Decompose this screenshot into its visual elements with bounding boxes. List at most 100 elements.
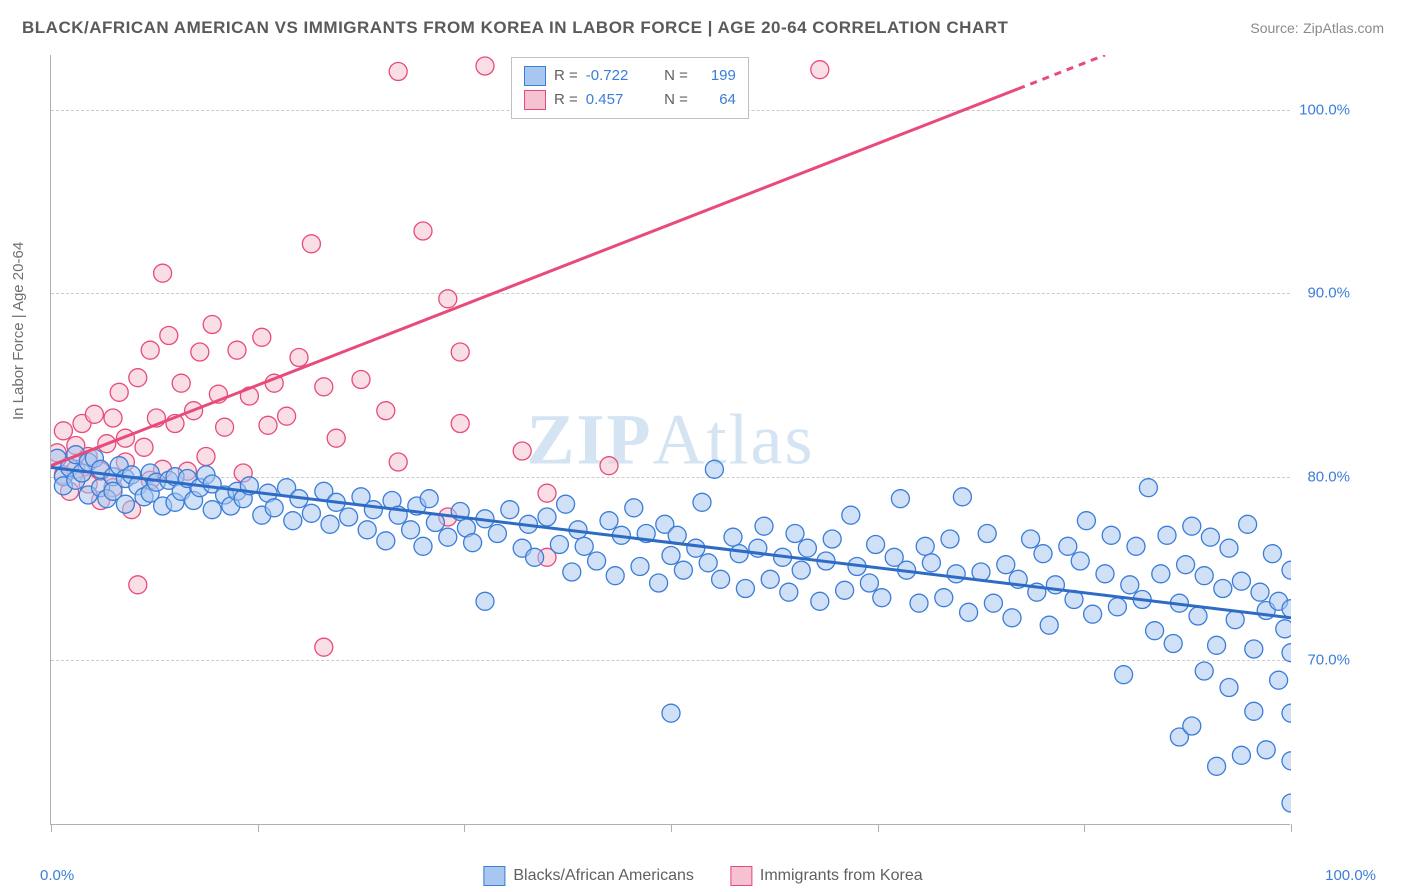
blue-point [842, 506, 860, 524]
blue-point [1245, 702, 1263, 720]
pink-point [439, 290, 457, 308]
blue-point [1195, 662, 1213, 680]
legend-label-blue: Blacks/African Americans [513, 867, 694, 885]
blue-point [1115, 666, 1133, 684]
blue-point [650, 574, 668, 592]
legend-label-pink: Immigrants from Korea [760, 867, 923, 885]
blue-point [891, 490, 909, 508]
blue-point [705, 460, 723, 478]
blue-point [823, 530, 841, 548]
blue-point [203, 501, 221, 519]
blue-point [1208, 757, 1226, 775]
blue-point [953, 488, 971, 506]
stats-legend: R =-0.722 N =199R =0.457 N =64 [511, 57, 749, 119]
blue-point [631, 558, 649, 576]
y-tick-label: 70.0% [1307, 652, 1350, 669]
blue-point [538, 508, 556, 526]
blue-point [730, 545, 748, 563]
legend-swatch-blue [483, 866, 505, 886]
stats-legend-row-pink: R =0.457 N =64 [524, 88, 736, 112]
pink-point [129, 369, 147, 387]
blue-point [1208, 636, 1226, 654]
x-tick [671, 824, 672, 832]
blue-point [736, 580, 754, 598]
legend-swatch-pink [730, 866, 752, 886]
y-tick-label: 100.0% [1299, 102, 1350, 119]
blue-point [699, 554, 717, 572]
blue-point [916, 537, 934, 555]
pink-point [85, 405, 103, 423]
blue-point [1201, 528, 1219, 546]
source-name: ZipAtlas.com [1303, 20, 1384, 36]
pink-point [203, 316, 221, 334]
blue-point [116, 495, 134, 513]
blue-point [1102, 526, 1120, 544]
blue-point [1164, 635, 1182, 653]
pink-point [451, 343, 469, 361]
blue-point [1108, 598, 1126, 616]
blue-point [761, 570, 779, 588]
pink-trendline-dashed [1018, 55, 1105, 89]
stats-swatch-blue [524, 66, 546, 86]
blue-point [922, 554, 940, 572]
blue-point [358, 521, 376, 539]
blue-point [1282, 794, 1291, 812]
source-citation: Source: ZipAtlas.com [1250, 20, 1384, 38]
blue-point [1276, 620, 1291, 638]
blue-point [1040, 616, 1058, 634]
x-tick [1291, 824, 1292, 832]
blue-point [1096, 565, 1114, 583]
blue-point [1183, 517, 1201, 535]
pink-point [172, 374, 190, 392]
blue-point [860, 574, 878, 592]
pink-point [414, 222, 432, 240]
pink-point [129, 576, 147, 594]
blue-point [1022, 530, 1040, 548]
blue-point [550, 536, 568, 554]
pink-point [513, 442, 531, 460]
stats-legend-row-blue: R =-0.722 N =199 [524, 64, 736, 88]
x-tick [1084, 824, 1085, 832]
pink-point [259, 416, 277, 434]
stats-r-value-blue: -0.722 [586, 64, 640, 88]
bottom-legend: Blacks/African Americans Immigrants from… [483, 866, 922, 886]
blue-point [724, 528, 742, 546]
blue-point [1195, 567, 1213, 585]
blue-point [1003, 609, 1021, 627]
pink-point [302, 235, 320, 253]
blue-point [1282, 561, 1291, 579]
blue-point [1071, 552, 1089, 570]
x-axis-max-label: 100.0% [1325, 867, 1376, 884]
blue-point [1077, 512, 1095, 530]
source-label: Source: [1250, 20, 1298, 36]
pink-point [315, 638, 333, 656]
plot-area: ZIPAtlas 70.0%80.0%90.0%100.0%R =-0.722 … [50, 55, 1290, 825]
blue-point [1158, 526, 1176, 544]
blue-point [439, 528, 457, 546]
blue-point [873, 589, 891, 607]
blue-point [420, 490, 438, 508]
blue-point [978, 525, 996, 543]
blue-point [960, 603, 978, 621]
blue-point [340, 508, 358, 526]
blue-point [1121, 576, 1139, 594]
blue-point [1084, 605, 1102, 623]
pink-point [315, 378, 333, 396]
blue-point [1251, 583, 1269, 601]
scatter-svg [51, 55, 1291, 825]
blue-point [798, 539, 816, 557]
pink-point [290, 349, 308, 367]
pink-point [389, 63, 407, 81]
pink-point [197, 448, 215, 466]
stats-n-value-pink: 64 [696, 88, 736, 112]
blue-point [1245, 640, 1263, 658]
stats-n-label: N = [664, 88, 688, 112]
x-tick [51, 824, 52, 832]
blue-point [302, 504, 320, 522]
stats-swatch-pink [524, 90, 546, 110]
pink-point [141, 341, 159, 359]
pink-point [476, 57, 494, 75]
blue-point [1282, 752, 1291, 770]
blue-point [265, 499, 283, 517]
x-axis-min-label: 0.0% [40, 867, 74, 884]
